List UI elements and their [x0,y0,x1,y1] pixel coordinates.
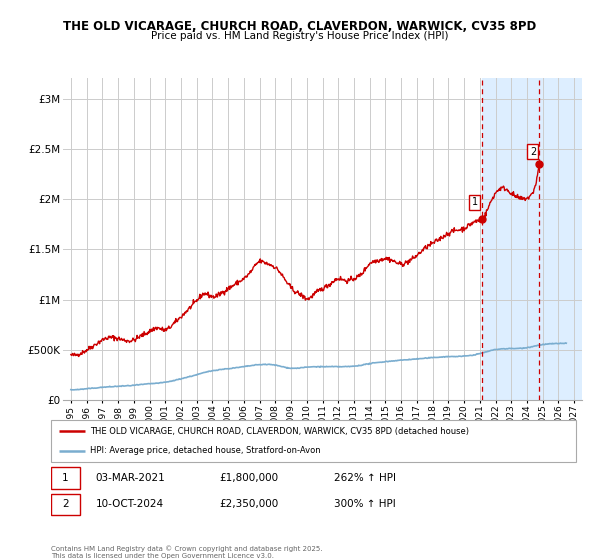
Text: Contains HM Land Registry data © Crown copyright and database right 2025.
This d: Contains HM Land Registry data © Crown c… [51,545,323,559]
Text: 10-OCT-2024: 10-OCT-2024 [95,500,164,510]
Text: 03-MAR-2021: 03-MAR-2021 [95,473,166,483]
Text: THE OLD VICARAGE, CHURCH ROAD, CLAVERDON, WARWICK, CV35 8PD (detached house): THE OLD VICARAGE, CHURCH ROAD, CLAVERDON… [91,427,469,436]
FancyBboxPatch shape [51,493,80,515]
Text: £2,350,000: £2,350,000 [219,500,278,510]
FancyBboxPatch shape [51,420,576,462]
Bar [539,78,582,400]
Bar [482,78,539,400]
Text: HPI: Average price, detached house, Stratford-on-Avon: HPI: Average price, detached house, Stra… [91,446,321,455]
Text: 2: 2 [62,500,68,510]
Text: £1,800,000: £1,800,000 [219,473,278,483]
FancyBboxPatch shape [51,468,80,489]
Text: Price paid vs. HM Land Registry's House Price Index (HPI): Price paid vs. HM Land Registry's House … [151,31,449,41]
Text: 2: 2 [530,147,536,157]
Text: 1: 1 [472,197,478,207]
Text: THE OLD VICARAGE, CHURCH ROAD, CLAVERDON, WARWICK, CV35 8PD: THE OLD VICARAGE, CHURCH ROAD, CLAVERDON… [64,20,536,32]
Text: 300% ↑ HPI: 300% ↑ HPI [335,500,396,510]
Text: 262% ↑ HPI: 262% ↑ HPI [335,473,397,483]
Text: 1: 1 [62,473,68,483]
